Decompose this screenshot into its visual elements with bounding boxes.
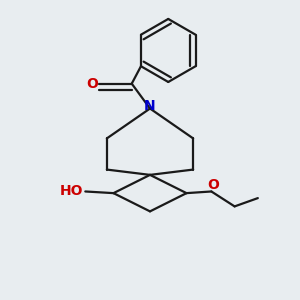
Text: O: O [86, 76, 98, 91]
Text: HO: HO [60, 184, 83, 198]
Text: O: O [207, 178, 219, 192]
Text: N: N [144, 99, 156, 113]
